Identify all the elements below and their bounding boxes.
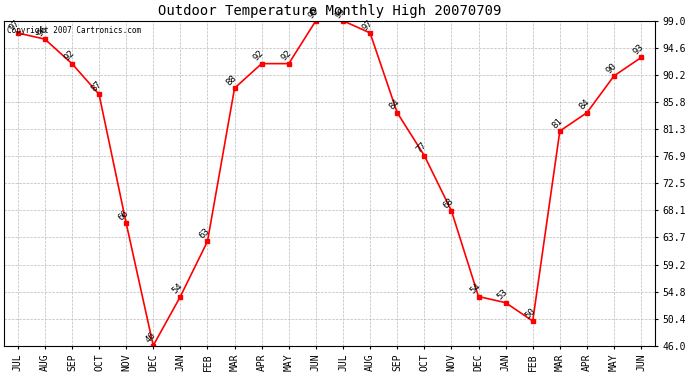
Text: 99: 99: [306, 6, 320, 20]
Text: 68: 68: [442, 196, 455, 210]
Text: 81: 81: [550, 116, 564, 130]
Text: 50: 50: [523, 306, 537, 320]
Text: 54: 54: [170, 282, 185, 296]
Text: 96: 96: [35, 24, 49, 38]
Title: Outdoor Temperature Monthly High 20070709: Outdoor Temperature Monthly High 2007070…: [158, 4, 501, 18]
Text: 90: 90: [604, 61, 618, 75]
Text: 54: 54: [469, 282, 483, 296]
Text: Copyright 2007 Cartronics.com: Copyright 2007 Cartronics.com: [8, 26, 141, 34]
Text: 93: 93: [631, 43, 645, 57]
Text: 99: 99: [333, 6, 347, 20]
Text: 97: 97: [360, 18, 375, 32]
Text: 92: 92: [252, 49, 266, 63]
Text: 87: 87: [89, 80, 104, 93]
Text: 97: 97: [8, 18, 22, 32]
Text: 84: 84: [578, 98, 591, 112]
Text: 53: 53: [496, 288, 510, 302]
Text: 92: 92: [279, 49, 293, 63]
Text: 63: 63: [198, 226, 212, 241]
Text: 88: 88: [225, 74, 239, 87]
Text: 66: 66: [117, 208, 130, 222]
Text: 92: 92: [62, 49, 76, 63]
Text: 84: 84: [388, 98, 402, 112]
Text: 46: 46: [144, 331, 157, 345]
Text: 77: 77: [415, 141, 428, 155]
